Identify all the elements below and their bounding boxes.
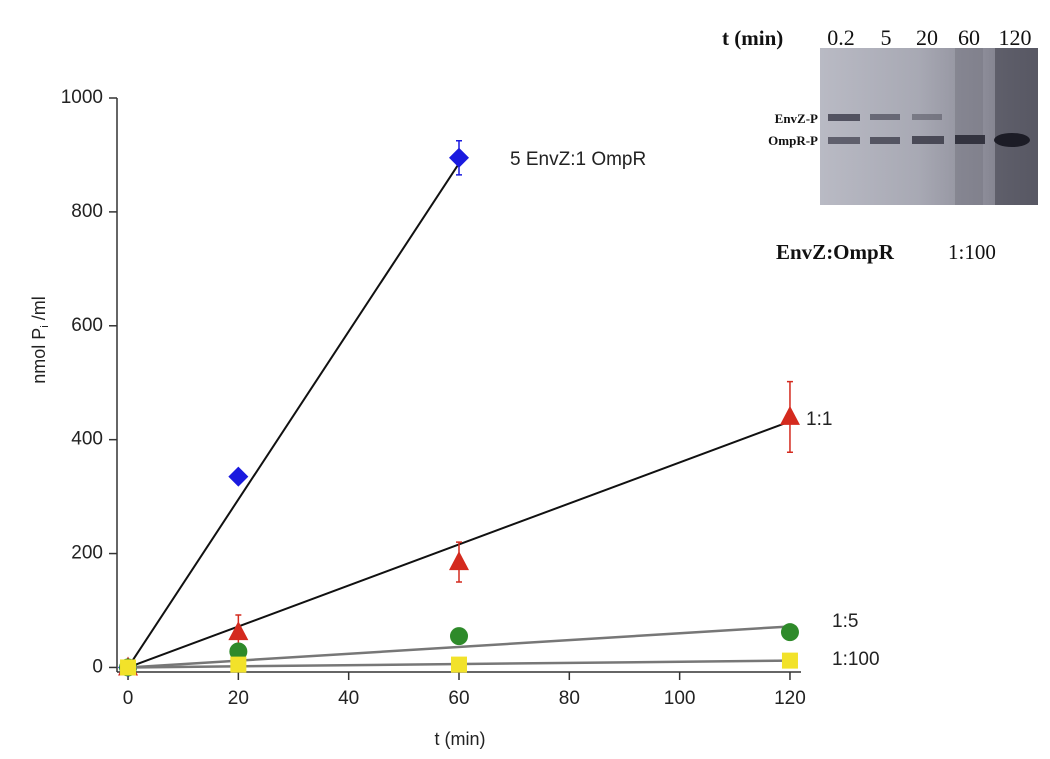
x-tick-label: 80 — [559, 688, 580, 709]
band-label: EnvZ-P — [775, 111, 818, 126]
band-label: OmpR-P — [768, 133, 818, 148]
y-label-suffix: /ml — [29, 296, 49, 320]
marker — [449, 551, 469, 571]
x-tick-label: 120 — [774, 688, 806, 709]
x-tick-label: 60 — [448, 688, 469, 709]
marker — [779, 405, 800, 425]
lane-label: 5 — [881, 25, 892, 50]
x-axis-label: t (min) — [435, 729, 486, 749]
series-label: 1:1 — [806, 409, 832, 430]
marker — [450, 627, 468, 646]
y-axis-label: nmol Pi/ml — [29, 296, 51, 383]
lane-label: 60 — [958, 25, 980, 50]
x-tick-label: 100 — [664, 688, 696, 709]
series-label: 1:5 — [832, 611, 858, 632]
marker — [781, 652, 798, 669]
gel-ratio: 1:100 — [948, 240, 996, 264]
y-tick-label: 600 — [71, 315, 103, 336]
series-label: 5 EnvZ:1 OmpR — [510, 149, 646, 170]
marker — [228, 466, 249, 487]
gel-caption: EnvZ:OmpR — [776, 240, 895, 264]
x-tick-label: 20 — [228, 688, 249, 709]
y-tick-label: 200 — [71, 543, 103, 564]
y-tick-label: 800 — [71, 201, 103, 222]
marker — [120, 659, 137, 676]
marker — [228, 621, 249, 641]
marker — [229, 642, 248, 661]
x-tick-label: 40 — [338, 688, 359, 709]
y-label-main: nmol P — [29, 328, 49, 384]
y-tick-label: 0 — [92, 656, 103, 677]
marker — [451, 656, 467, 673]
marker — [230, 656, 247, 673]
series-label: 1:100 — [832, 649, 880, 670]
lane-label: 0.2 — [827, 25, 855, 50]
lane-label: 20 — [916, 25, 938, 50]
lane-label: 120 — [999, 25, 1032, 50]
y-label-sub: i — [39, 325, 51, 327]
gel-time-label: t (min) — [722, 26, 783, 50]
y-tick-label: 400 — [71, 429, 103, 450]
gel-image — [820, 48, 1038, 205]
y-tick-label: 1000 — [61, 87, 103, 108]
marker — [449, 147, 469, 168]
x-tick-label: 0 — [123, 688, 134, 709]
marker — [780, 623, 799, 642]
fit-line — [127, 162, 460, 668]
